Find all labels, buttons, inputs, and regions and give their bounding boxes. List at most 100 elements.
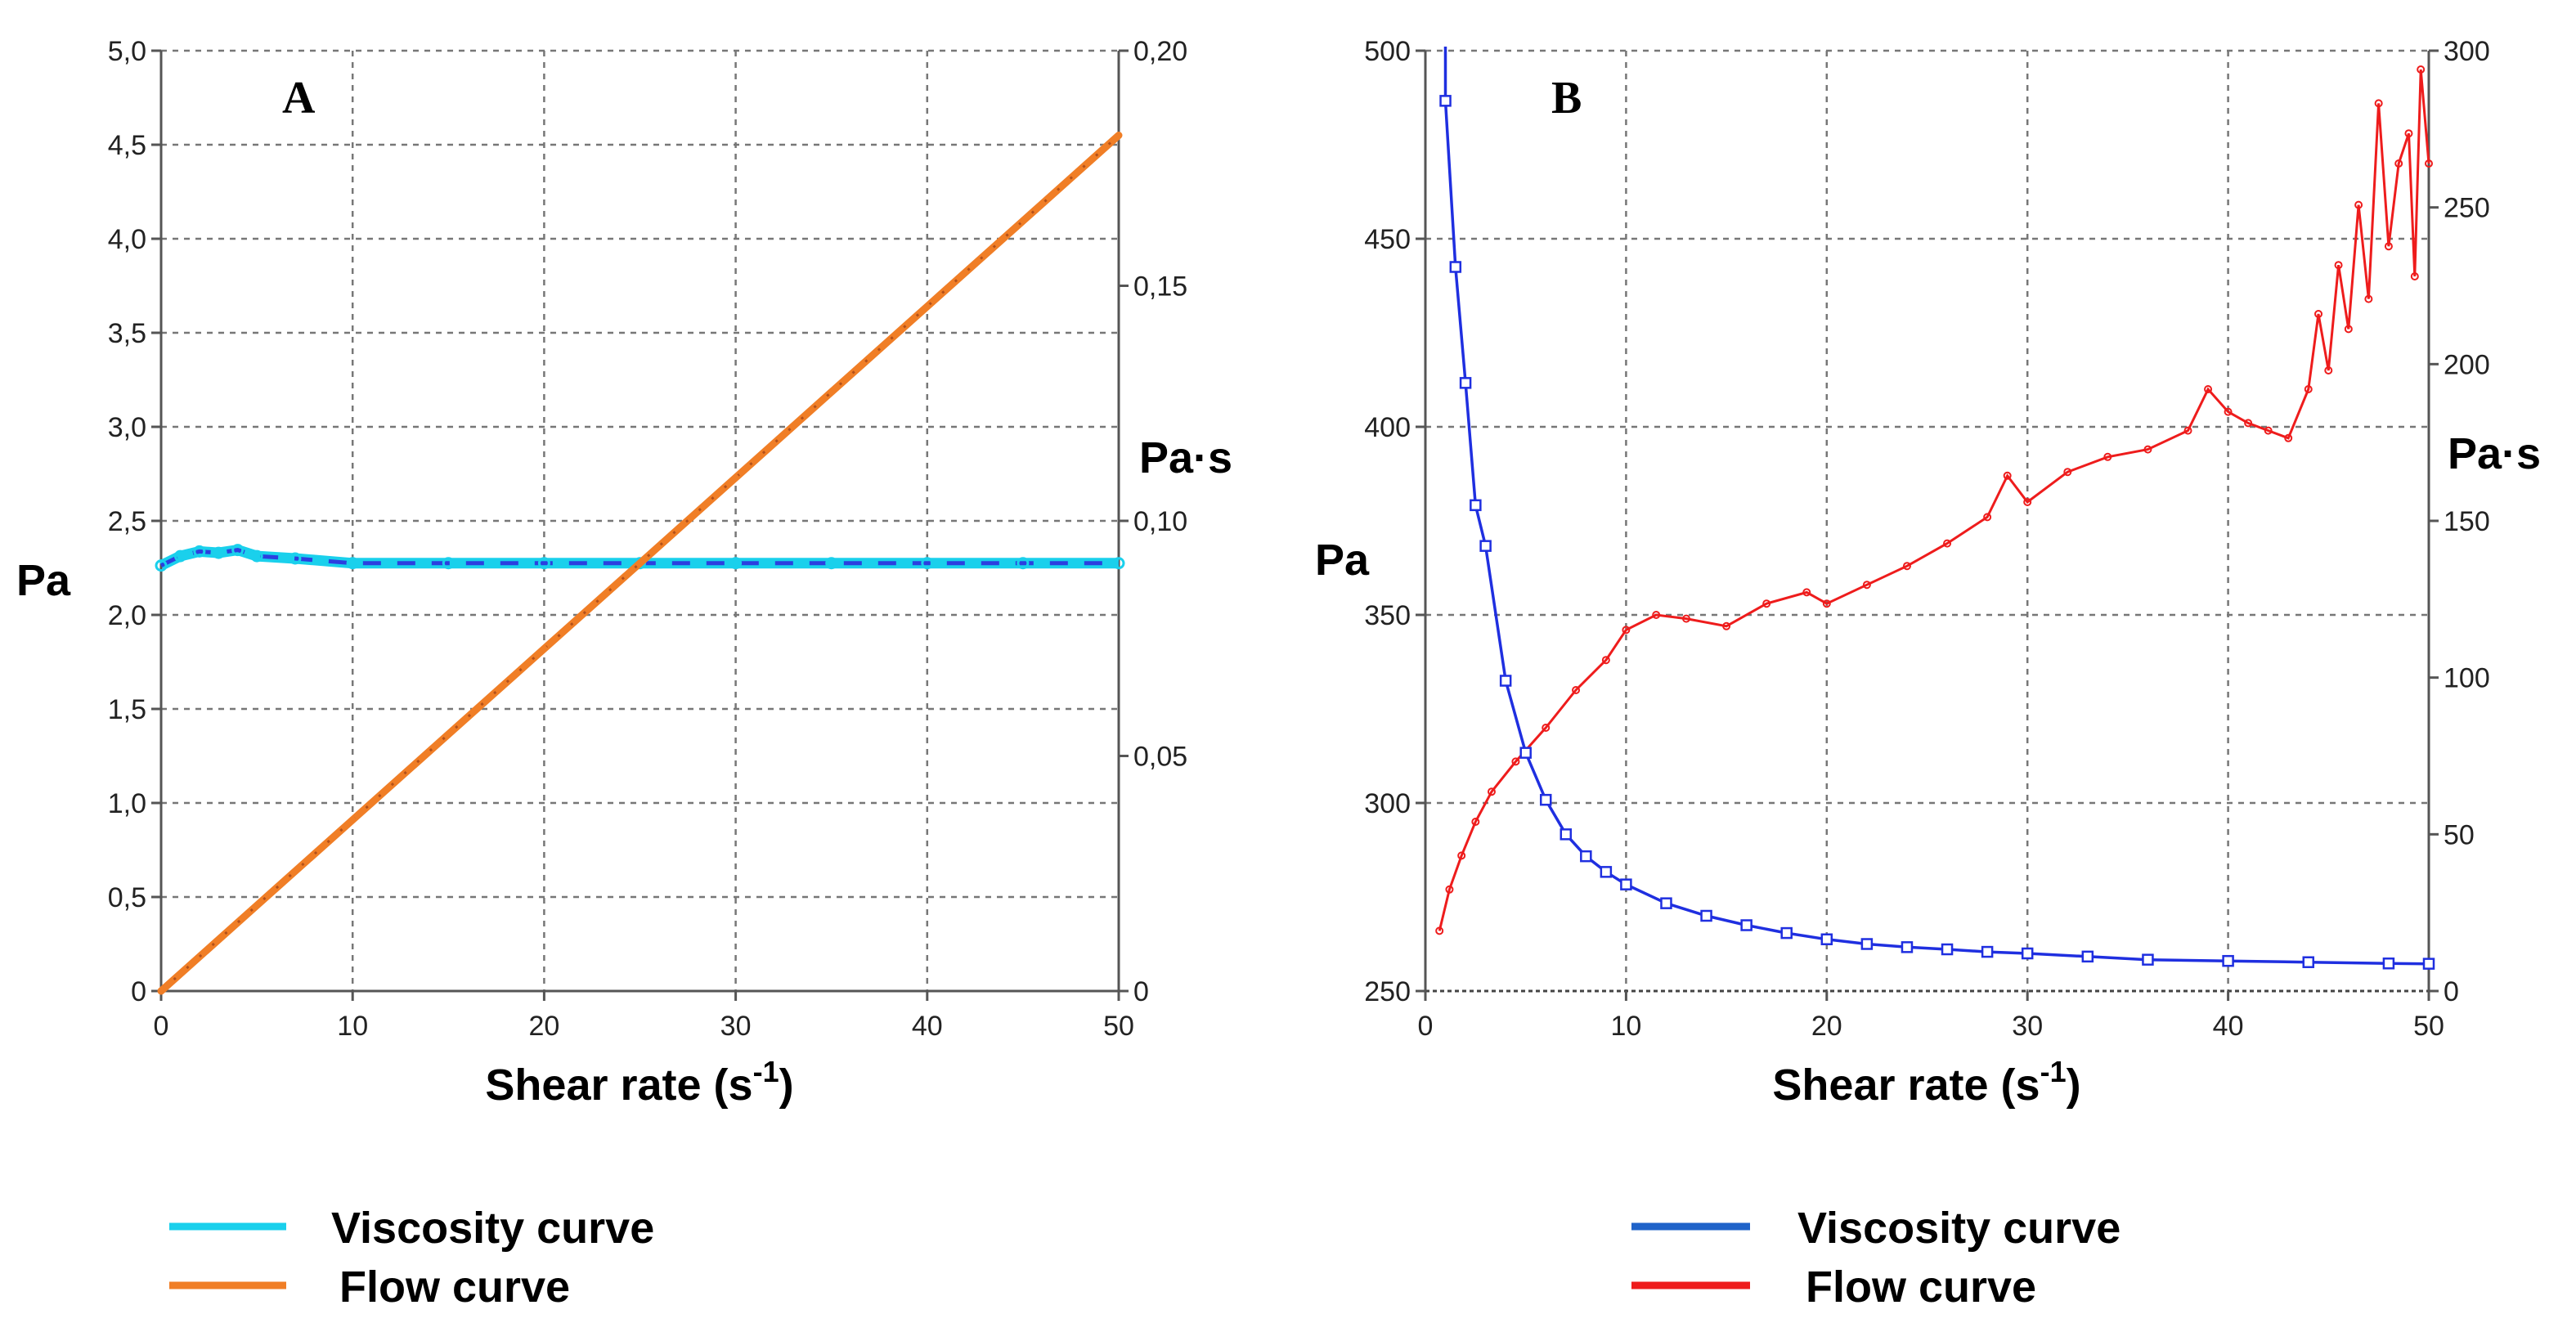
panel-b: 0 10 20 30 40 5025030035040045050005010015020… (1315, 36, 2541, 1312)
flow-point (2304, 385, 2313, 393)
flow-point (1487, 787, 1496, 796)
flow-point (2103, 452, 2112, 461)
viscosity-point (1860, 938, 1874, 950)
flow-point (2384, 242, 2393, 251)
x-axis-title-close: ) (2067, 1061, 2081, 1110)
viscosity-point (1660, 897, 1672, 909)
viscosity-point (155, 559, 168, 572)
legend-label: Flow curve (1806, 1263, 2036, 1312)
panel-a: 0 10 20 30 40 50 0 0,5 1,0 1,5 2,0 2,5 3,0 3,5 4,0 4,5 5… (16, 36, 1232, 1312)
viscosity-curve-inner-line (159, 548, 1119, 567)
x-tick-label: 20 (1811, 1011, 1842, 1042)
flow-point (158, 988, 164, 994)
flow-point (828, 388, 835, 396)
flow-point (2023, 498, 2032, 506)
viscosity-point (825, 557, 838, 570)
y-left-tick-label: 3,0 (108, 412, 146, 443)
flow-point (2183, 426, 2192, 435)
flow-point (1572, 686, 1581, 694)
flow-point (1019, 218, 1026, 225)
flow-point (2284, 433, 2293, 442)
flow-point (2264, 426, 2273, 435)
viscosity-point (2382, 958, 2395, 970)
flow-point (254, 902, 261, 909)
y-left-tick-label: 4,0 (108, 224, 146, 255)
y-left-tick-label: 350 (1364, 600, 1411, 631)
x-tick-label: 40 (2213, 1011, 2244, 1042)
y-right-tick-label: 50 (2444, 819, 2475, 850)
flow-point (349, 816, 357, 823)
y-left-tick-label: 0 (131, 976, 146, 1007)
viscosity-point (1519, 747, 1532, 759)
viscosity-point (2422, 958, 2435, 970)
y-left-tick-label: 250 (1364, 976, 1411, 1007)
y-right-axis-title: Pa·s (1139, 433, 1232, 482)
viscosity-point (2142, 953, 2154, 966)
viscosity-point (921, 557, 934, 570)
x-tick-label: 30 (720, 1011, 752, 1042)
flow-point (1115, 132, 1122, 139)
flow-point (1902, 562, 1911, 571)
flow-point (2003, 471, 2012, 480)
viscosity-point (1820, 933, 1833, 945)
viscosity-point (1459, 377, 1472, 389)
viscosity-point (1580, 850, 1592, 863)
y-left-tick-label: 2,0 (108, 600, 146, 631)
x-axis-title: Shear rate (s-1) (1772, 1055, 2080, 1110)
y-left-tick-label: 3,5 (108, 318, 146, 349)
y-left-tick-label: 5,0 (108, 36, 146, 67)
viscosity-point (1981, 945, 1994, 958)
flow-point (1802, 588, 1811, 597)
y-left-axis-title: Pa (16, 556, 71, 605)
y-left-axis-title: Pa (1315, 536, 1370, 585)
viscosity-point (442, 557, 455, 570)
y-right-axis-title: Pa·s (2448, 429, 2541, 478)
flow-point (1435, 926, 1444, 935)
viscosity-point (289, 552, 302, 565)
flow-point (541, 645, 548, 653)
viscosity-point (1470, 499, 1482, 512)
viscosity-point (1112, 557, 1125, 570)
viscosity-point (1560, 828, 1573, 841)
viscosity-point (173, 549, 186, 563)
viscosity-point (1439, 95, 1452, 107)
legend-label: Viscosity curve (331, 1204, 654, 1253)
flow-point (2314, 310, 2323, 318)
flow-point (2063, 468, 2072, 477)
viscosity-point (729, 557, 743, 570)
y-left-tick-label: 400 (1364, 412, 1411, 443)
legend-label: Flow curve (339, 1263, 570, 1312)
y-right-tick-label: 0,05 (1133, 742, 1187, 773)
y-right-tick-label: 150 (2444, 506, 2490, 537)
x-tick-label: 20 (528, 1011, 559, 1042)
flow-point (1652, 611, 1661, 619)
y-right-tick-label: 300 (2444, 36, 2490, 67)
flow-point (2404, 129, 2413, 138)
flow-point (1722, 621, 1731, 630)
viscosity-point (1539, 793, 1552, 806)
viscosity-point (1740, 919, 1752, 931)
flow-point (1862, 581, 1871, 590)
flow-curve-line (1438, 69, 2430, 931)
flow-point (2364, 294, 2373, 303)
flow-point (1445, 885, 1454, 894)
viscosity-point (2222, 954, 2234, 967)
y-right-tick-label: 0 (1133, 976, 1149, 1007)
y-left-tick-label: 0,5 (108, 882, 146, 913)
flow-point (2374, 99, 2383, 108)
flow-point (1762, 599, 1771, 608)
flow-point (1457, 851, 1466, 860)
flow-point (2410, 272, 2419, 280)
y-left-tick-label: 4,5 (108, 130, 146, 161)
y-right-tick-label: 0,20 (1133, 36, 1187, 67)
y-right-tick-label: 0 (2444, 976, 2459, 1007)
y-right-tick-label: 200 (2444, 349, 2490, 380)
y-left-tick-label: 1,5 (108, 694, 146, 725)
flow-point (1682, 614, 1691, 623)
y-left-tick-label: 450 (1364, 224, 1411, 255)
flow-point (1622, 626, 1631, 635)
viscosity-point (250, 549, 263, 563)
x-axis-title-main: Shear rate (s (485, 1061, 752, 1110)
flow-point (2224, 407, 2233, 416)
